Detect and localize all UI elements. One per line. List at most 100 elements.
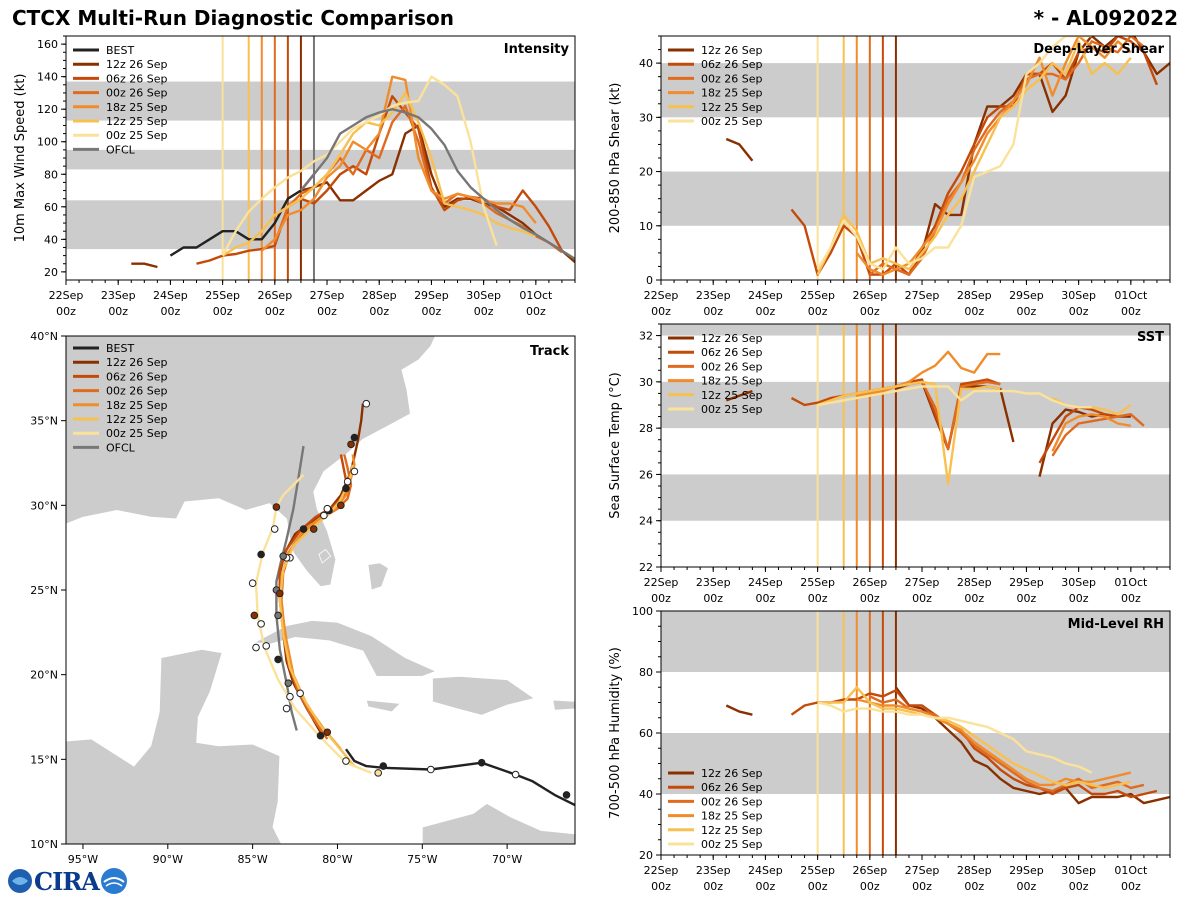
sst-xtick-label: 30Sep bbox=[1061, 576, 1096, 589]
track-marker-12z-26-sep bbox=[337, 501, 345, 510]
intensity-xtick-label: 23Sep bbox=[101, 289, 136, 302]
shear-xtick-label: 00z bbox=[1121, 305, 1141, 318]
rh-xtick-label: 00z bbox=[808, 880, 828, 893]
intensity-ytick-label: 120 bbox=[37, 103, 58, 116]
track-marker-12z-26-sep bbox=[275, 589, 284, 598]
intensity-ytick-label: 20 bbox=[44, 266, 58, 279]
rh-xtick-label: 26Sep bbox=[852, 864, 887, 877]
rh-xtick-label: 01Oct bbox=[1114, 864, 1148, 877]
track-legend-label: 12z 26 Sep bbox=[106, 356, 168, 369]
rh-title: Mid-Level RH bbox=[1068, 617, 1164, 632]
rh-xtick-label: 29Sep bbox=[1009, 864, 1044, 877]
intensity-ytick-label: 140 bbox=[37, 71, 58, 84]
sst-series-00z-25-sep bbox=[817, 385, 1092, 409]
bahamas-island bbox=[367, 562, 389, 591]
intensity-xtick-label: 00z bbox=[56, 305, 76, 318]
shear-xtick-label: 00z bbox=[703, 305, 723, 318]
cira-emblem-icon bbox=[100, 868, 127, 894]
sst-xtick-label: 29Sep bbox=[1009, 576, 1044, 589]
track-marker-ofcl bbox=[274, 611, 282, 620]
intensity-legend-label: 18z 25 Sep bbox=[106, 101, 168, 114]
page-title: CTCX Multi-Run Diagnostic Comparison bbox=[12, 6, 454, 30]
rh-series-group bbox=[725, 686, 1170, 805]
sst-xtick-label: 00z bbox=[1069, 592, 1089, 605]
intensity-series-group bbox=[131, 75, 575, 269]
sst-xtick-label: 00z bbox=[651, 592, 671, 605]
intensity-legend-label: 12z 26 Sep bbox=[106, 58, 168, 71]
shear-xtick-label: 24Sep bbox=[748, 289, 783, 302]
rh-xtick-label: 27Sep bbox=[905, 864, 940, 877]
rh-series-12z-25-sep bbox=[817, 686, 1132, 790]
intensity-series-00z-25-sep bbox=[221, 75, 498, 257]
rh-series-18z-25-sep bbox=[856, 698, 1132, 787]
sst-xtick-label: 00z bbox=[964, 592, 984, 605]
south-america-landmass bbox=[421, 802, 575, 844]
shear-ytick-label: 20 bbox=[639, 166, 653, 179]
intensity-xtick-label: 00z bbox=[369, 305, 389, 318]
cuba-island bbox=[252, 620, 437, 677]
track-marker-00z-25-sep bbox=[374, 769, 382, 777]
sst-xtick-label: 00z bbox=[860, 592, 880, 605]
shear-series-00z-26-sep bbox=[869, 36, 1145, 276]
rh-legend-label: 06z 26 Sep bbox=[701, 781, 763, 794]
sst-ytick-label: 28 bbox=[639, 422, 653, 435]
intensity-xtick-label: 25Sep bbox=[205, 289, 240, 302]
rh-xtick-label: 00z bbox=[1069, 880, 1089, 893]
shear-xtick-label: 29Sep bbox=[1009, 289, 1044, 302]
track-ytick-label: 15°N bbox=[30, 753, 58, 766]
rh-legend-label: 00z 25 Sep bbox=[701, 838, 763, 851]
shear-xtick-label: 30Sep bbox=[1061, 289, 1096, 302]
intensity-xtick-label: 00z bbox=[317, 305, 337, 318]
track-legend-label: 00z 25 Sep bbox=[106, 427, 168, 440]
intensity-xtick-label: 00z bbox=[526, 305, 546, 318]
sst-xtick-label: 00z bbox=[808, 592, 828, 605]
track-legend-label: BEST bbox=[106, 342, 134, 355]
rh-xtick-label: 22Sep bbox=[644, 864, 679, 877]
shear-xtick-label: 00z bbox=[756, 305, 776, 318]
shear-xtick-label: 00z bbox=[860, 305, 880, 318]
shear-xtick-label: 00z bbox=[808, 305, 828, 318]
sst-xtick-label: 27Sep bbox=[905, 576, 940, 589]
sst-xtick-label: 25Sep bbox=[800, 576, 835, 589]
rh-series-12z-26-sep bbox=[725, 686, 1170, 805]
track-marker-ofcl bbox=[286, 692, 294, 701]
shear-xtick-label: 00z bbox=[912, 305, 932, 318]
shear-xtick-label: 00z bbox=[651, 305, 671, 318]
sst-ytick-label: 24 bbox=[639, 515, 653, 528]
rh-xtick-label: 30Sep bbox=[1061, 864, 1096, 877]
sst-ylabel: Sea Surface Temp (°C) bbox=[608, 372, 623, 519]
track-marker-ofcl bbox=[262, 642, 271, 650]
sst-series-18z-25-sep bbox=[856, 350, 1132, 452]
intensity-band-2 bbox=[66, 81, 575, 121]
rh-ytick-label: 20 bbox=[639, 849, 653, 862]
sst-legend-label: 00z 26 Sep bbox=[701, 360, 763, 373]
intensity-xtick-label: 22Sep bbox=[49, 289, 84, 302]
intensity-xtick-label: 01Oct bbox=[519, 289, 553, 302]
rh-xtick-label: 00z bbox=[651, 880, 671, 893]
track-legend-label: 06z 26 Sep bbox=[106, 370, 168, 383]
track-marker-best bbox=[350, 433, 359, 442]
track-legend-label: 18z 25 Sep bbox=[106, 399, 168, 412]
intensity-xtick-label: 00z bbox=[108, 305, 128, 318]
rh-ytick-label: 60 bbox=[639, 727, 653, 740]
sst-legend-label: 12z 26 Sep bbox=[701, 332, 763, 345]
track-panel: 95°W 90°W 85°W 80°W 75°W 70°W 10°N 15°N 20°N 25°N… bbox=[30, 330, 576, 866]
rh-xtick-label: 00z bbox=[964, 880, 984, 893]
sst-xtick-label: 22Sep bbox=[644, 576, 679, 589]
track-series-ofcl bbox=[275, 445, 305, 731]
shear-legend-label: 00z 25 Sep bbox=[701, 115, 763, 128]
rh-ytick-label: 100 bbox=[632, 605, 653, 618]
rh-xtick-label: 00z bbox=[1121, 880, 1141, 893]
sst-xtick-label: 00z bbox=[756, 592, 776, 605]
shear-xtick-label: 00z bbox=[1017, 305, 1037, 318]
rh-legend-label: 12z 25 Sep bbox=[701, 824, 763, 837]
storm-id: * - AL092022 bbox=[1033, 6, 1178, 30]
shear-band-0 bbox=[661, 171, 1170, 226]
rh-xtick-label: 25Sep bbox=[800, 864, 835, 877]
shear-legend-label: 12z 26 Sep bbox=[701, 44, 763, 57]
track-marker-best bbox=[299, 525, 308, 533]
track-marker-12z-26-sep bbox=[272, 503, 281, 511]
track-ytick-label: 30°N bbox=[30, 499, 58, 512]
track-series-best bbox=[345, 748, 575, 807]
track-marker-12z-26-sep bbox=[362, 399, 371, 408]
